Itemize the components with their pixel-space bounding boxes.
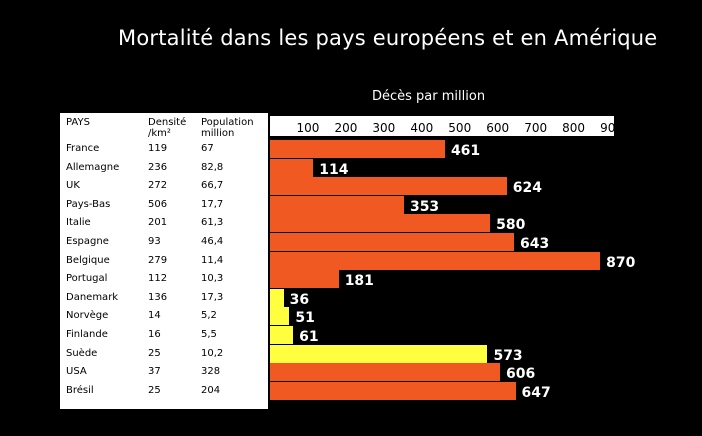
bar-italie	[270, 214, 491, 233]
bar-value-label: 461	[450, 143, 481, 159]
chart-title: Mortalité dans les pays européens et en …	[118, 26, 658, 50]
cell-population: 5,5	[201, 329, 217, 340]
bar-value-label: 580	[496, 217, 526, 234]
cell-population: 61,3	[201, 217, 224, 229]
x-tick-label: 100	[296, 121, 320, 135]
x-tick-label: 800	[562, 121, 586, 135]
cell-country: Brésil	[66, 384, 94, 396]
cell-population: 66,7	[201, 180, 224, 192]
cell-density: 272	[148, 180, 168, 192]
cell-country: Allemagne	[66, 161, 120, 173]
cell-density: 25	[148, 384, 161, 396]
cell-population: 328	[201, 366, 221, 378]
bar-su-de	[270, 344, 488, 363]
bar-br-sil	[270, 381, 516, 400]
cell-population: 67	[201, 143, 214, 154]
bar-uk	[270, 177, 507, 196]
bar-value-label: 606	[505, 366, 536, 383]
cell-country: Finlande	[66, 329, 108, 340]
cell-country: USA	[66, 366, 87, 378]
cell-density: 14	[148, 310, 161, 322]
cell-population: 10,2	[201, 347, 224, 359]
bar-usa	[270, 363, 500, 382]
cell-country: Suède	[66, 347, 98, 359]
header-density: Densité /km²	[148, 117, 187, 139]
cell-country: Belgique	[66, 254, 110, 266]
header-population: Population million	[201, 117, 254, 139]
chart-subtitle: Décès par million	[372, 89, 486, 104]
cell-density: 37	[148, 366, 161, 378]
x-tick-label: 400	[410, 121, 434, 135]
cell-density: 279	[148, 254, 168, 266]
cell-density: 136	[148, 291, 168, 303]
cell-density: 236	[148, 161, 168, 173]
bar-pays-bas	[270, 195, 404, 214]
bar-value-label: 870	[606, 254, 636, 271]
cell-population: 204	[201, 384, 221, 396]
bar-france	[270, 140, 445, 158]
bar-value-label: 181	[344, 273, 374, 290]
cell-density: 506	[148, 198, 168, 210]
cell-country: Espagne	[66, 236, 109, 247]
bar-value-label: 353	[409, 198, 440, 215]
bar-value-label: 61	[299, 329, 319, 345]
x-tick-label: 500	[448, 121, 472, 135]
cell-density: 16	[148, 329, 161, 340]
x-tick-label: 200	[334, 121, 358, 135]
cell-country: Portugal	[66, 273, 108, 285]
bar-value-label: 573	[493, 347, 523, 364]
bar-belgique	[270, 251, 601, 270]
cell-population: 10,3	[201, 273, 224, 285]
cell-population: 5,2	[201, 310, 217, 322]
cell-population: 46,4	[201, 236, 224, 247]
cell-density: 112	[148, 273, 168, 285]
bar-value-label: 647	[521, 384, 551, 401]
cell-population: 17,7	[201, 198, 224, 210]
bar-portugal	[270, 270, 339, 289]
axis-strip	[270, 116, 614, 136]
cell-country: France	[66, 143, 100, 154]
cell-density: 25	[148, 347, 161, 359]
bar-value-label: 624	[512, 180, 543, 197]
cell-population: 17,3	[201, 291, 224, 303]
bar-finlande	[270, 326, 294, 344]
cell-country: UK	[66, 180, 80, 192]
cell-country: Danemark	[66, 291, 119, 303]
bar-espagne	[270, 233, 515, 251]
cell-density: 201	[148, 217, 168, 229]
bar-value-label: 643	[520, 236, 550, 252]
bar-norv-ge	[270, 307, 290, 326]
cell-country: Italie	[66, 217, 91, 229]
cell-population: 82,8	[201, 161, 224, 173]
bar-value-label: 51	[295, 310, 315, 327]
bar-danemark	[270, 288, 284, 307]
bar-value-label: 114	[319, 161, 349, 178]
bar-value-label: 36	[289, 291, 310, 308]
x-tick-label: 600	[486, 121, 510, 135]
header-country: PAYS	[66, 117, 90, 128]
x-tick-label: 300	[372, 121, 396, 135]
x-tick-label: 900	[600, 121, 623, 135]
x-tick-label: 700	[524, 121, 548, 135]
cell-density: 93	[148, 236, 161, 247]
bar-allemagne	[270, 158, 314, 177]
cell-population: 11,4	[201, 254, 224, 266]
cell-country: Norvège	[66, 310, 109, 322]
cell-density: 119	[148, 143, 168, 154]
cell-country: Pays-Bas	[66, 198, 111, 210]
country-table: PAYS Densité /km² Population million Fra…	[60, 113, 268, 409]
